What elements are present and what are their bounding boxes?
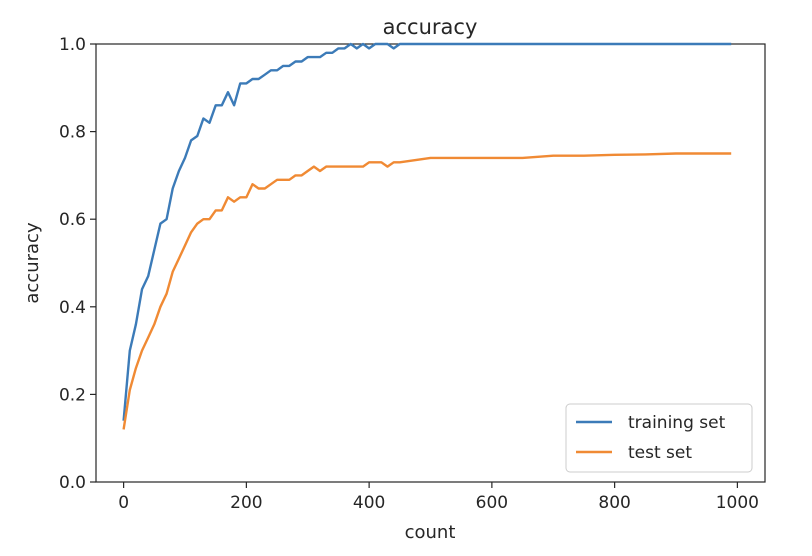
plot-area: [95, 42, 766, 483]
series-line-test-set: [122, 152, 732, 430]
x-axis-label: count: [405, 522, 456, 543]
y-tick-label: 0.8: [59, 123, 86, 143]
y-tick-label: 0.6: [59, 210, 86, 230]
x-tick-label: 800: [598, 493, 630, 513]
y-axis: 0.0 0.2 0.4 0.6 0.8 1.0: [59, 35, 96, 493]
legend-label-test-set: test set: [628, 443, 692, 463]
x-tick-label: 200: [230, 493, 262, 513]
x-tick-label: 0: [118, 493, 129, 513]
chart-title: accuracy: [383, 15, 478, 39]
x-tick-label: 1000: [716, 493, 759, 513]
y-tick-label: 0.4: [59, 298, 86, 318]
y-tick-label: 0.0: [59, 473, 86, 493]
series-line-training-set: [122, 42, 732, 421]
y-tick-label: 1.0: [59, 35, 86, 55]
legend-label-training-set: training set: [628, 413, 726, 433]
x-tick-label: 600: [476, 493, 508, 513]
x-axis: 0 200 400 600 800 1000: [118, 482, 759, 513]
y-tick-label: 0.2: [59, 385, 86, 405]
legend-box: [565, 403, 753, 473]
legend: training set test set: [565, 403, 753, 473]
x-tick-label: 400: [353, 493, 385, 513]
series-layer: [122, 42, 732, 430]
y-axis-label: accuracy: [22, 222, 43, 304]
